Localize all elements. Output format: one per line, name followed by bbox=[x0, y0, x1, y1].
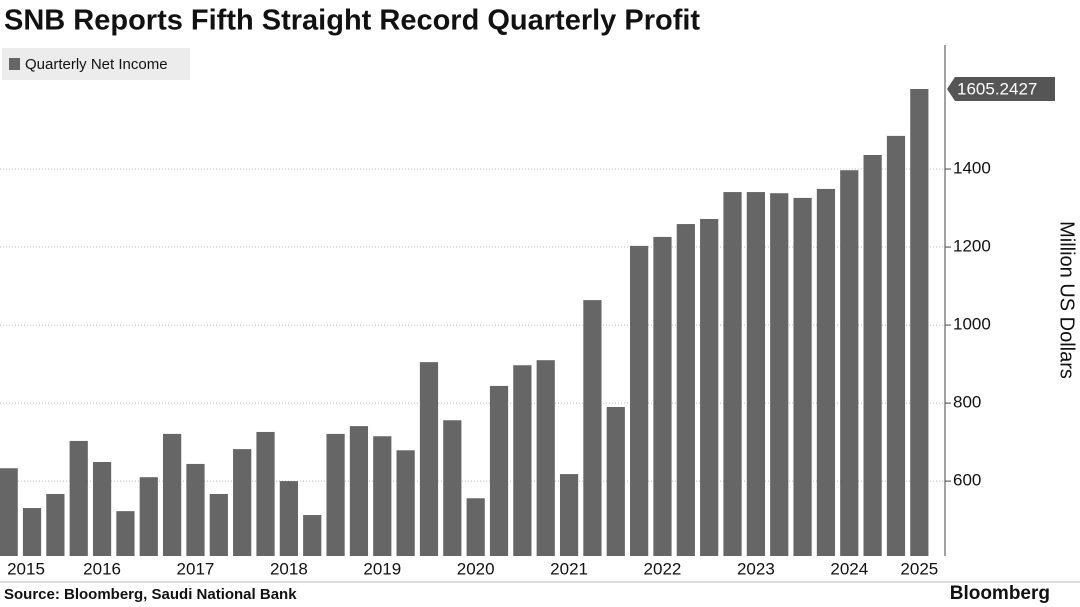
bar bbox=[793, 197, 812, 557]
bar bbox=[583, 300, 602, 556]
bar bbox=[443, 420, 462, 556]
bar bbox=[653, 236, 672, 557]
bar bbox=[816, 188, 836, 556]
bar bbox=[186, 463, 205, 556]
bar bbox=[46, 493, 65, 556]
chart-title: SNB Reports Fifth Straight Record Quarte… bbox=[4, 5, 700, 37]
bar bbox=[676, 224, 695, 556]
bar bbox=[419, 362, 439, 556]
bar bbox=[303, 515, 322, 556]
bar bbox=[233, 449, 252, 556]
bar bbox=[326, 433, 345, 556]
bar bbox=[559, 474, 579, 556]
bar bbox=[910, 88, 929, 557]
bar bbox=[770, 193, 789, 556]
bar bbox=[69, 440, 88, 556]
bar bbox=[139, 477, 158, 556]
bar bbox=[700, 218, 719, 556]
bar bbox=[373, 436, 392, 556]
bar bbox=[723, 192, 742, 556]
y-tick-label: 1000 bbox=[953, 315, 991, 334]
bar bbox=[863, 155, 882, 556]
bar bbox=[630, 245, 649, 556]
x-tick-label: 2021 bbox=[550, 559, 588, 578]
bar bbox=[536, 360, 555, 556]
bar bbox=[746, 192, 765, 556]
bar bbox=[22, 508, 42, 556]
bar bbox=[349, 426, 369, 556]
x-tick-label: 2019 bbox=[363, 559, 401, 578]
x-tick-label: 2023 bbox=[737, 559, 775, 578]
x-tick-label: 2018 bbox=[270, 559, 308, 578]
bar bbox=[256, 431, 275, 556]
legend-label: Quarterly Net Income bbox=[25, 56, 168, 73]
legend-box bbox=[2, 48, 190, 80]
y-tick-label: 1200 bbox=[953, 237, 991, 256]
x-tick-label: 2017 bbox=[177, 559, 215, 578]
bar bbox=[279, 481, 298, 556]
bar bbox=[209, 493, 228, 556]
legend-swatch bbox=[9, 58, 20, 70]
y-tick-label: 800 bbox=[953, 393, 981, 412]
x-tick-label: 2024 bbox=[830, 559, 868, 578]
x-tick-label: 2025 bbox=[900, 559, 938, 578]
value-label: 1605.2427 bbox=[957, 79, 1037, 98]
bar bbox=[396, 450, 415, 556]
bar bbox=[489, 385, 509, 556]
bar bbox=[92, 461, 112, 556]
y-axis-label: Million US Dollars bbox=[1056, 221, 1078, 379]
x-tick-label: 2016 bbox=[83, 559, 121, 578]
source: Source: Bloomberg, Saudi National Bank bbox=[4, 586, 297, 603]
bar bbox=[116, 511, 135, 556]
x-tick-label: 2022 bbox=[644, 559, 682, 578]
y-tick-label: 600 bbox=[953, 471, 981, 490]
bar bbox=[606, 406, 625, 556]
bar bbox=[466, 498, 485, 556]
y-tick-label: 1400 bbox=[953, 159, 991, 178]
bar bbox=[886, 135, 906, 556]
x-tick-label: 2020 bbox=[457, 559, 495, 578]
bar bbox=[840, 170, 859, 556]
brand: Bloomberg bbox=[950, 583, 1050, 604]
value-label-box bbox=[947, 76, 1055, 101]
bar bbox=[0, 468, 18, 556]
x-tick-label: 2015 bbox=[7, 559, 45, 578]
bar bbox=[163, 433, 182, 556]
bar bbox=[513, 365, 532, 556]
